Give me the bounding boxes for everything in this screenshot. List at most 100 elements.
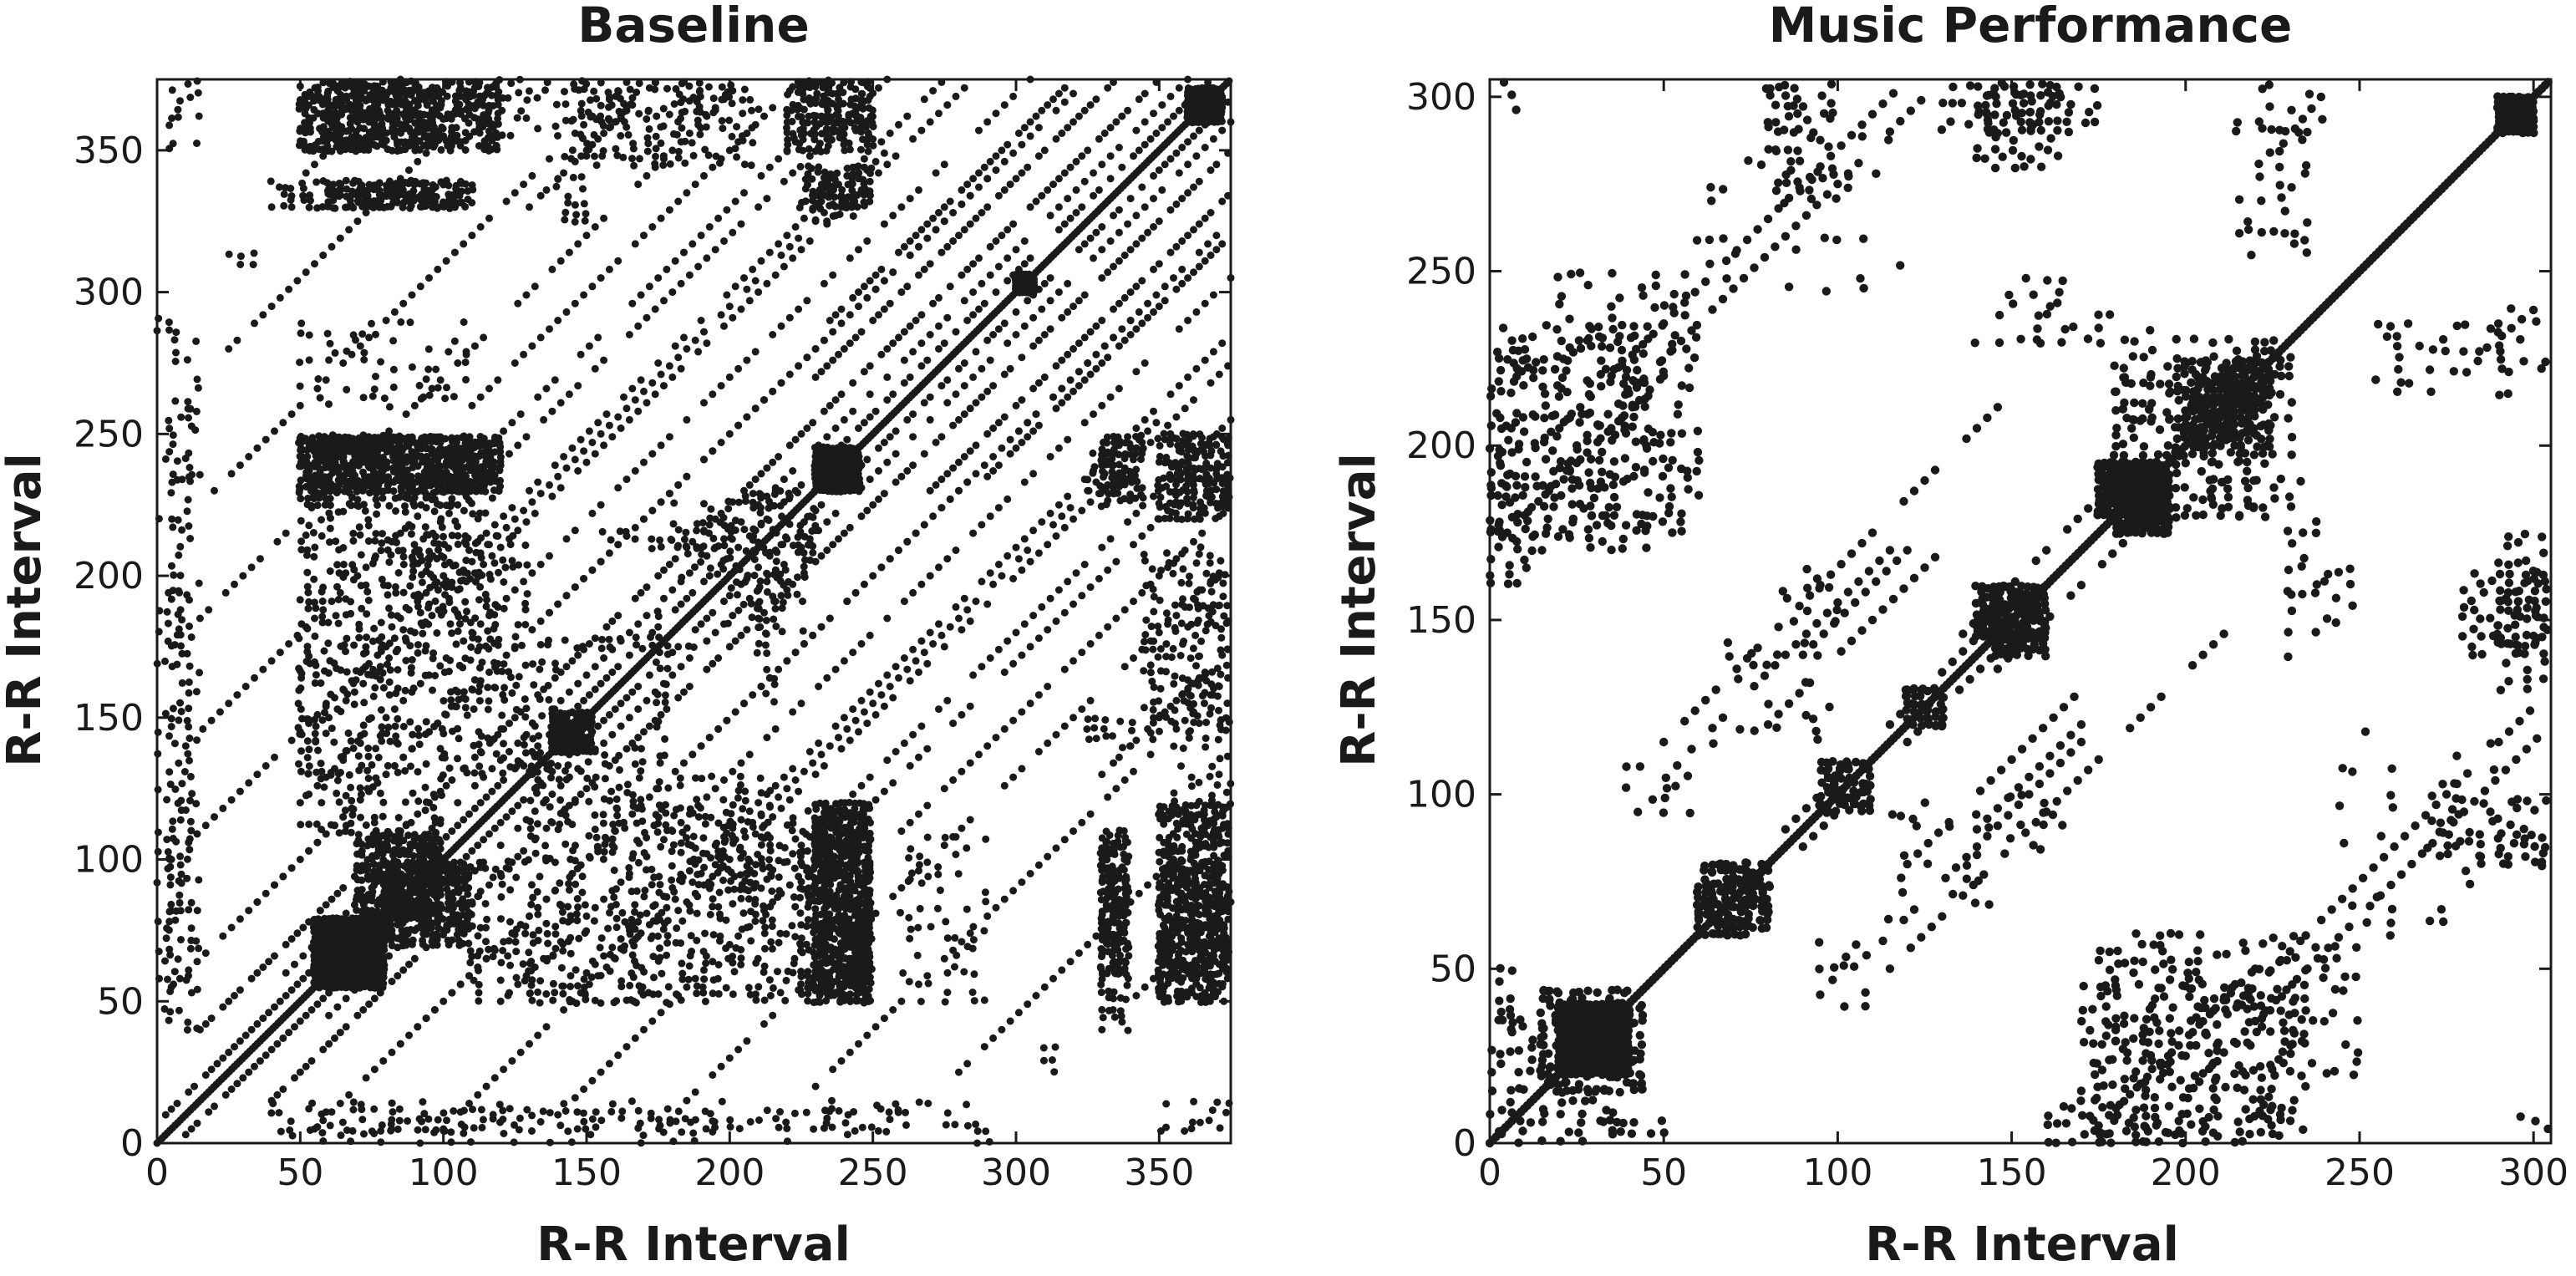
data-point — [267, 203, 276, 211]
data-point — [1104, 793, 1112, 801]
data-point — [291, 1074, 298, 1082]
data-point — [1104, 566, 1112, 574]
data-point — [963, 265, 972, 273]
data-point — [508, 419, 516, 427]
data-point — [755, 563, 763, 572]
data-point — [1026, 699, 1034, 708]
data-point — [267, 302, 276, 311]
data-point — [319, 252, 328, 259]
data-point — [1006, 180, 1014, 189]
data-point — [470, 753, 479, 761]
data-point — [685, 271, 694, 279]
data-point — [365, 333, 373, 342]
data-point — [251, 674, 258, 682]
data-point — [892, 663, 900, 671]
data-point — [476, 223, 485, 231]
data-point — [989, 382, 998, 390]
data-point — [657, 498, 665, 506]
data-point — [829, 1065, 837, 1074]
data-point — [709, 659, 717, 668]
data-point — [448, 776, 456, 784]
data-point — [1192, 152, 1201, 160]
data-point — [980, 163, 988, 171]
data-point — [705, 521, 714, 529]
data-point — [1049, 180, 1057, 189]
data-point — [640, 231, 648, 240]
data-point — [1070, 515, 1077, 523]
data-point — [1155, 628, 1163, 637]
data-point — [617, 935, 625, 943]
data-point — [571, 526, 579, 535]
data-point — [448, 827, 456, 836]
data-point — [966, 816, 974, 824]
data-point — [1054, 89, 1063, 98]
data-point — [256, 555, 264, 563]
data-point — [1040, 331, 1049, 338]
data-point — [711, 246, 719, 254]
data-point — [342, 1023, 350, 1031]
data-point — [917, 226, 926, 234]
data-point — [671, 767, 679, 775]
data-point — [923, 858, 932, 867]
data-point — [871, 1023, 880, 1031]
data-point — [645, 671, 653, 679]
data-point — [1029, 342, 1038, 350]
data-point — [920, 95, 928, 104]
data-point — [851, 333, 860, 342]
data-point — [1060, 665, 1069, 674]
data-point — [978, 209, 986, 216]
data-point — [520, 180, 528, 189]
data-point — [554, 317, 562, 324]
data-point — [1052, 135, 1060, 143]
data-point — [1166, 92, 1175, 100]
data-point — [871, 796, 880, 804]
data-point — [657, 710, 665, 719]
data-point — [717, 439, 725, 446]
data-point — [605, 265, 613, 273]
data-point — [926, 331, 934, 338]
data-point — [625, 415, 633, 424]
data-point — [897, 203, 906, 211]
data-point — [439, 997, 448, 1005]
data-point — [960, 226, 968, 234]
data-point — [892, 450, 900, 458]
data-point — [909, 135, 917, 143]
data-point — [843, 597, 851, 606]
data-point — [1092, 228, 1100, 236]
data-point — [734, 1045, 743, 1054]
data-point — [436, 845, 445, 853]
data-point — [972, 441, 980, 450]
data-point — [946, 197, 954, 206]
data-point — [937, 631, 946, 639]
data-point — [986, 654, 994, 662]
data-point — [404, 831, 413, 840]
data-point — [399, 626, 408, 634]
data-point — [325, 1040, 333, 1048]
data-point — [201, 949, 210, 958]
data-point — [1072, 569, 1080, 577]
data-point — [709, 608, 717, 617]
data-point — [831, 722, 840, 730]
data-point — [680, 333, 688, 342]
data-point — [574, 467, 582, 475]
data-point — [886, 299, 894, 308]
data-point — [534, 393, 542, 401]
data-point — [516, 1048, 525, 1056]
data-point — [777, 592, 785, 600]
data-point — [809, 759, 817, 767]
data-point — [339, 359, 348, 367]
data-point — [849, 648, 857, 657]
data-point — [720, 535, 728, 543]
data-point — [840, 714, 848, 722]
data-point — [866, 631, 874, 639]
data-point — [917, 311, 926, 319]
data-point — [434, 265, 442, 273]
data-point — [1106, 124, 1115, 132]
data-point — [903, 112, 912, 120]
data-point — [749, 691, 757, 699]
data-point — [528, 342, 536, 350]
data-point — [915, 242, 922, 251]
data-point — [1026, 132, 1034, 140]
data-point — [1086, 328, 1095, 336]
data-point — [1070, 657, 1077, 665]
